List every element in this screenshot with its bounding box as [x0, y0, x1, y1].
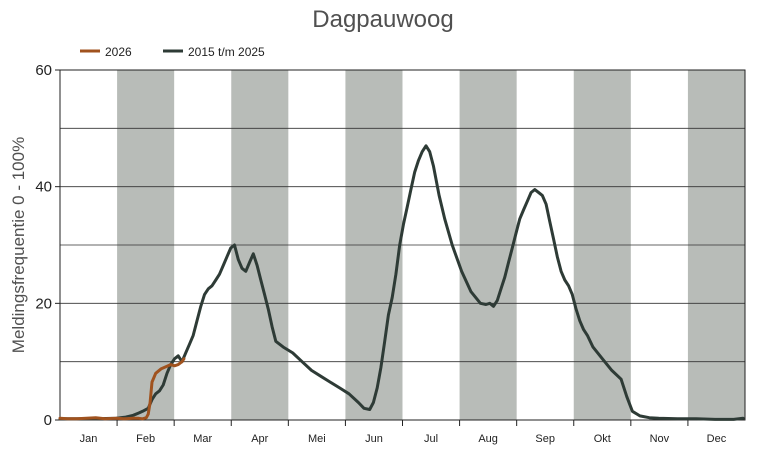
- series-line-2026: [58, 357, 186, 421]
- x-tick-label-dec: Dec: [707, 433, 727, 445]
- x-tick-label-apr: Apr: [251, 433, 268, 445]
- chart-title: Dagpauwoog: [312, 6, 453, 33]
- y-axis-label: Meldingsfrequentie 0 - 100%: [9, 137, 28, 353]
- plot-area: 0 20 40 60 Jan Feb Mar Apr Mei Jun Jul Aug Sep Okt Nov…: [35, 62, 746, 445]
- legend-label-2015-2025: 2015 t/m 2025: [188, 45, 265, 59]
- x-tick-label-mei: Mei: [308, 433, 326, 445]
- y-tick-label-20: 20: [35, 295, 52, 312]
- x-tick-label-feb: Feb: [136, 433, 155, 445]
- x-tick-label-nov: Nov: [650, 433, 670, 445]
- x-tick-label-jul: Jul: [424, 433, 438, 445]
- y-tick-label-0: 0: [44, 412, 52, 429]
- y-tick-label-40: 40: [35, 179, 52, 196]
- legend-label-2026: 2026: [105, 45, 132, 59]
- x-tick-label-jun: Jun: [365, 433, 383, 445]
- x-tick-label-sep: Sep: [535, 433, 555, 445]
- y-tick-label-60: 60: [35, 62, 52, 79]
- series-line-2015-t-m-2025: [58, 144, 745, 421]
- legend: 2026 2015 t/m 2025: [80, 45, 265, 59]
- x-tick-label-aug: Aug: [478, 433, 498, 445]
- x-tick-label-jan: Jan: [80, 433, 98, 445]
- x-tick-label-okt: Okt: [594, 433, 611, 445]
- x-tick-label-mar: Mar: [193, 433, 212, 445]
